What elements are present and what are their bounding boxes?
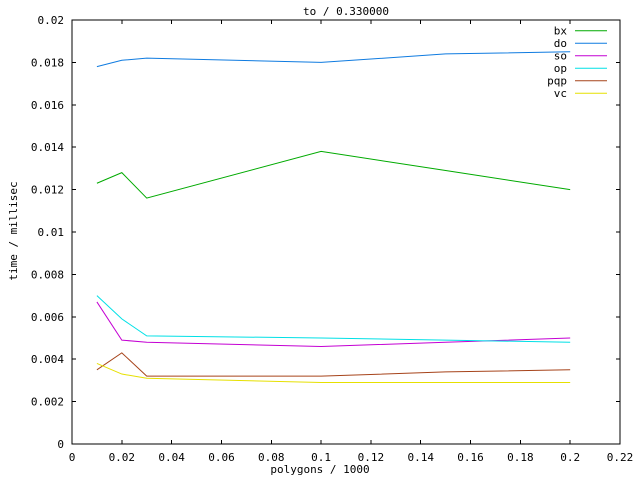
x-tick-label: 0.2: [560, 451, 580, 464]
legend-label-do: do: [554, 37, 567, 50]
series-line-pqp: [96, 352, 571, 377]
x-tick-label: 0.18: [507, 451, 534, 464]
chart-title: to / 0.330000: [302, 5, 390, 18]
y-tick-label: 0.014: [31, 141, 64, 154]
legend-label-so: so: [554, 50, 567, 63]
x-tick-label: 0.04: [158, 451, 185, 464]
plot-border: [71, 19, 621, 445]
x-tick-label: 0.02: [109, 451, 136, 464]
y-tick-label: 0.012: [31, 184, 64, 197]
y-tick-label: 0.002: [31, 396, 64, 409]
x-tick-label: 0.22: [607, 451, 634, 464]
series-line-bx: [96, 150, 571, 199]
x-tick-label: 0.06: [208, 451, 235, 464]
y-tick-label: 0.008: [31, 268, 64, 281]
x-tick-label: 0.1: [311, 451, 331, 464]
y-tick-label: 0.004: [31, 353, 64, 366]
y-tick-label: 0: [57, 438, 64, 451]
series-line-do: [96, 51, 571, 68]
legend-label-bx: bx: [554, 25, 568, 38]
legend-label-vc: vc: [554, 87, 567, 100]
legend-label-op: op: [554, 62, 567, 75]
x-tick-label: 0.16: [457, 451, 484, 464]
y-tick-label: 0.02: [38, 14, 65, 27]
series-line-op: [96, 295, 571, 343]
x-tick-label: 0.08: [258, 451, 285, 464]
series-line-so: [96, 301, 571, 347]
series-line-vc: [96, 362, 571, 384]
y-tick-label: 0.018: [31, 56, 64, 69]
y-tick-label: 0.006: [31, 311, 64, 324]
legend-label-pqp: pqp: [547, 75, 567, 88]
y-tick-label: 0.01: [38, 226, 65, 239]
x-axis-label: polygons / 1000: [270, 463, 370, 476]
x-tick-label: 0.14: [407, 451, 434, 464]
x-tick-label: 0.12: [358, 451, 385, 464]
x-tick-label: 0: [69, 451, 76, 464]
y-tick-label: 0.016: [31, 99, 64, 112]
